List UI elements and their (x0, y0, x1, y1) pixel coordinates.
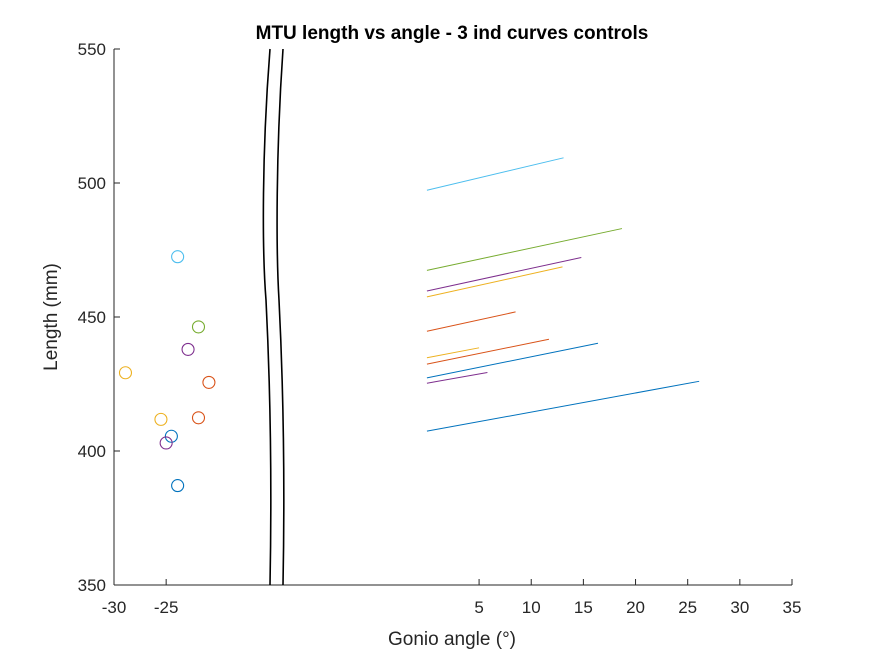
data-point-4 (118, 366, 133, 380)
y-tick-label: 550 (78, 40, 106, 59)
series-line-7 (426, 347, 480, 359)
series-line-4 (426, 266, 563, 298)
series-line-9 (426, 371, 488, 384)
axis-break-line-right (276, 48, 285, 586)
data-point-9 (159, 436, 173, 450)
series-line-6 (426, 338, 550, 365)
data-point-8 (164, 429, 178, 443)
data-point-1 (171, 250, 185, 264)
axis-break-line-left (262, 48, 272, 586)
y-tick-label: 500 (78, 174, 106, 193)
series-line-5 (426, 311, 516, 332)
x-tick-label: 25 (678, 598, 697, 617)
x-tick-label: 30 (730, 598, 749, 617)
data-point-5 (202, 375, 216, 389)
x-tick-label: 15 (574, 598, 593, 617)
x-tick-label: 10 (522, 598, 541, 617)
x-tick-label: 20 (626, 598, 645, 617)
data-point-3 (181, 342, 195, 356)
data-point-6 (154, 412, 168, 426)
data-point-7 (191, 411, 206, 425)
x-tick-label: 35 (783, 598, 802, 617)
y-axis-label: Length (mm) (41, 263, 62, 371)
y-tick-label: 400 (78, 442, 106, 461)
y-tick-label: 350 (78, 576, 106, 595)
series-line-8 (426, 342, 599, 379)
series-line-2 (426, 228, 623, 271)
chart-title: MTU length vs angle - 3 ind curves contr… (256, 23, 649, 44)
series-line-3 (426, 257, 582, 292)
x-axis-label: Gonio angle (°) (388, 629, 516, 650)
series-line-10 (426, 380, 700, 432)
x-tick-label: 5 (474, 598, 483, 617)
x-tick-label: -25 (154, 598, 179, 617)
data-point-2 (191, 320, 206, 334)
x-tick-label: -30 (102, 598, 127, 617)
data-point-10 (171, 479, 185, 493)
y-tick-label: 450 (78, 308, 106, 327)
series-line-1 (426, 157, 564, 191)
